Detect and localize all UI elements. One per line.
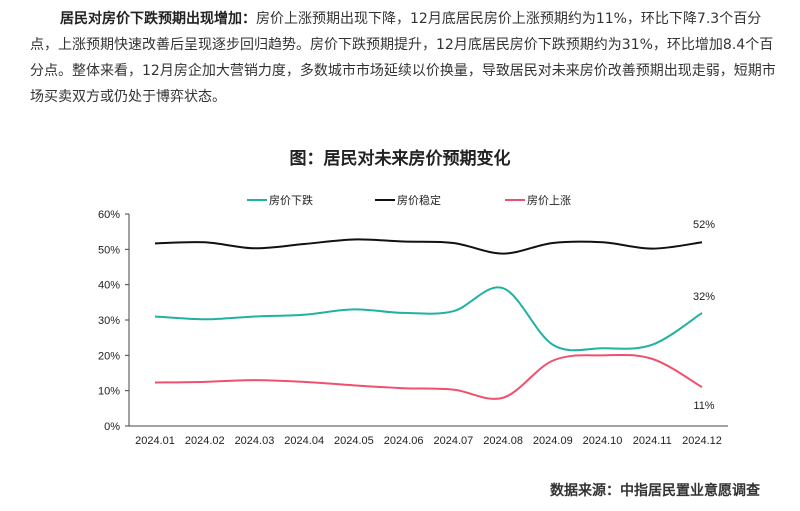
x-tick-label: 2024.08 <box>483 435 523 447</box>
end-data-label-0: 32% <box>693 291 715 303</box>
description-paragraph: 居民对房价下跌预期出现增加：房价上涨预期出现下降，12月底居民房价上涨预期约为1… <box>30 6 782 110</box>
series-line-0 <box>154 286 703 352</box>
paragraph-lead: 居民对房价下跌预期出现增加： <box>60 11 256 27</box>
chart-title: 图：居民对未来房价预期变化 <box>289 149 511 169</box>
y-tick-label: 50% <box>98 244 120 256</box>
x-tick-label: 2024.01 <box>135 435 175 447</box>
x-tick-label: 2024.02 <box>185 435 225 447</box>
legend-label-1: 房价稳定 <box>397 193 441 207</box>
legend-label-2: 房价上涨 <box>527 194 571 207</box>
x-tick-label: 2024.04 <box>284 435 324 447</box>
paragraph-body: 房价上涨预期出现下降，12月底居民房价上涨预期约为11%，环比下降7.3个百分点… <box>30 11 776 105</box>
x-tick-label: 2024.12 <box>682 435 722 447</box>
y-tick-label: 0% <box>104 421 120 433</box>
series-line-2 <box>154 353 703 400</box>
y-tick-label: 20% <box>98 350 120 362</box>
x-tick-label: 2024.10 <box>583 435 623 447</box>
x-tick-label: 2024.05 <box>334 435 374 447</box>
y-tick-label: 60% <box>98 209 120 221</box>
x-tick-label: 2024.07 <box>433 435 473 447</box>
x-tick-label: 2024.11 <box>633 435 672 447</box>
data-source: 数据来源：中指居民置业意愿调查 <box>550 483 760 499</box>
y-tick-label: 30% <box>98 315 120 327</box>
series-line-1 <box>154 238 703 255</box>
end-data-label-2: 11% <box>693 400 714 412</box>
x-tick-label: 2024.09 <box>533 435 573 447</box>
end-data-label-1: 52% <box>693 219 715 231</box>
y-tick-label: 40% <box>98 280 120 292</box>
legend-label-0: 房价下跌 <box>269 193 313 207</box>
x-tick-label: 2024.03 <box>235 435 275 447</box>
y-tick-label: 10% <box>98 386 120 398</box>
x-tick-label: 2024.06 <box>384 435 424 447</box>
